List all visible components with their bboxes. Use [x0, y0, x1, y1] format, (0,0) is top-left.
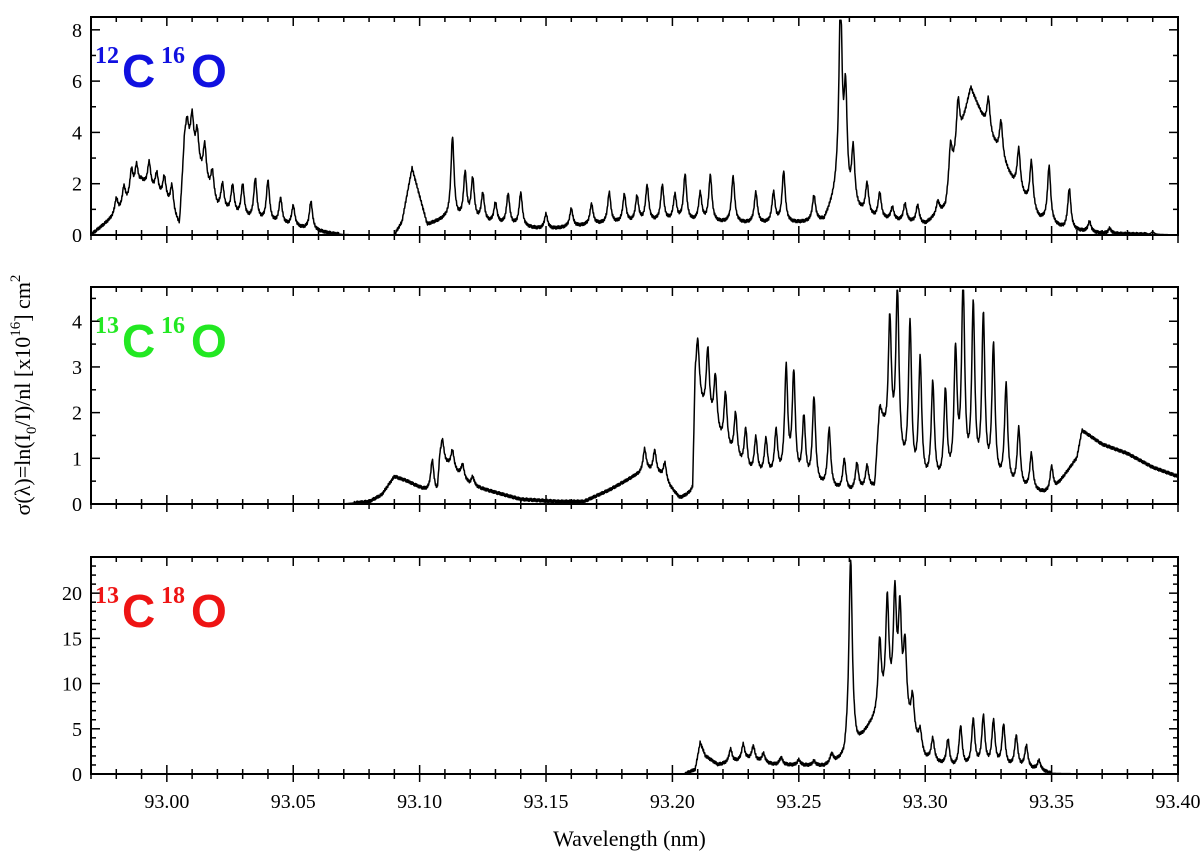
- y-tick-label: 10: [62, 674, 82, 696]
- x-tick-label: 93.05: [271, 791, 316, 813]
- carbon-symbol: C: [122, 585, 155, 637]
- oxygen-mass-number: 18: [161, 583, 185, 609]
- y-tick-label: 4: [72, 311, 82, 333]
- x-tick-label: 93.10: [397, 791, 442, 813]
- x-tick-label: 93.40: [1156, 791, 1200, 813]
- oxygen-symbol: O: [191, 585, 227, 637]
- carbon-mass-number: 13: [95, 583, 119, 609]
- isotopologue-label: 12 C 16 O: [95, 43, 227, 97]
- y-axis-title: σ(λ)=ln(I0/I)/nl [x1016] cm2: [8, 275, 40, 516]
- y-tick-label: 20: [62, 583, 82, 605]
- isotopologue-label: 13 C 16 O: [95, 313, 227, 367]
- y-tick-label: 0: [72, 764, 82, 786]
- x-axis-title: Wavelength (nm): [553, 826, 706, 851]
- x-tick-label: 93.35: [1029, 791, 1074, 813]
- y-tick-label: 0: [72, 225, 82, 247]
- carbon-mass-number: 12: [95, 43, 119, 69]
- y-tick-label: 1: [72, 448, 82, 470]
- y-tick-label: 2: [72, 403, 82, 425]
- carbon-symbol: C: [122, 45, 155, 97]
- oxygen-symbol: O: [191, 45, 227, 97]
- y-tick-label: 3: [72, 357, 82, 379]
- plot-frame: [90, 556, 1179, 775]
- oxygen-mass-number: 16: [161, 313, 185, 339]
- spectrum-line-middle: [90, 289, 1179, 505]
- panel-top: 0 2 4 6 8 12 C 16 O: [72, 16, 1179, 247]
- plot-frame: [90, 16, 1179, 236]
- y-tick-label: 5: [72, 719, 82, 741]
- x-tick-label: 93.20: [650, 791, 695, 813]
- y-tick-label: 8: [72, 20, 82, 42]
- carbon-symbol: C: [122, 315, 155, 367]
- y-tick-label: 4: [72, 122, 82, 144]
- x-tick-label: 93.25: [776, 791, 821, 813]
- x-tick-label: 93.30: [903, 791, 948, 813]
- spectrum-line-bottom: [90, 559, 1179, 775]
- isotopologue-label: 13 C 18 O: [95, 583, 227, 637]
- oxygen-mass-number: 16: [161, 43, 185, 69]
- oxygen-symbol: O: [191, 315, 227, 367]
- y-tick-label: 6: [72, 71, 82, 93]
- y-tick-label: 2: [72, 174, 82, 196]
- y-tick-label: 0: [72, 494, 82, 516]
- x-tick-label: 93.00: [144, 791, 189, 813]
- y-tick-label: 15: [62, 628, 82, 650]
- x-tick-label: 93.15: [524, 791, 569, 813]
- spectrum-line-top: [90, 19, 1179, 236]
- panel-middle: 0 1 2 3 4 13 C 16 O: [72, 286, 1179, 516]
- plot-frame: [90, 286, 1179, 505]
- panel-bottom: 0 5 10 15 20 13 C 18 O 93.00 93.05 93.10 93.15 93.20 9…: [62, 556, 1200, 851]
- carbon-mass-number: 13: [95, 313, 119, 339]
